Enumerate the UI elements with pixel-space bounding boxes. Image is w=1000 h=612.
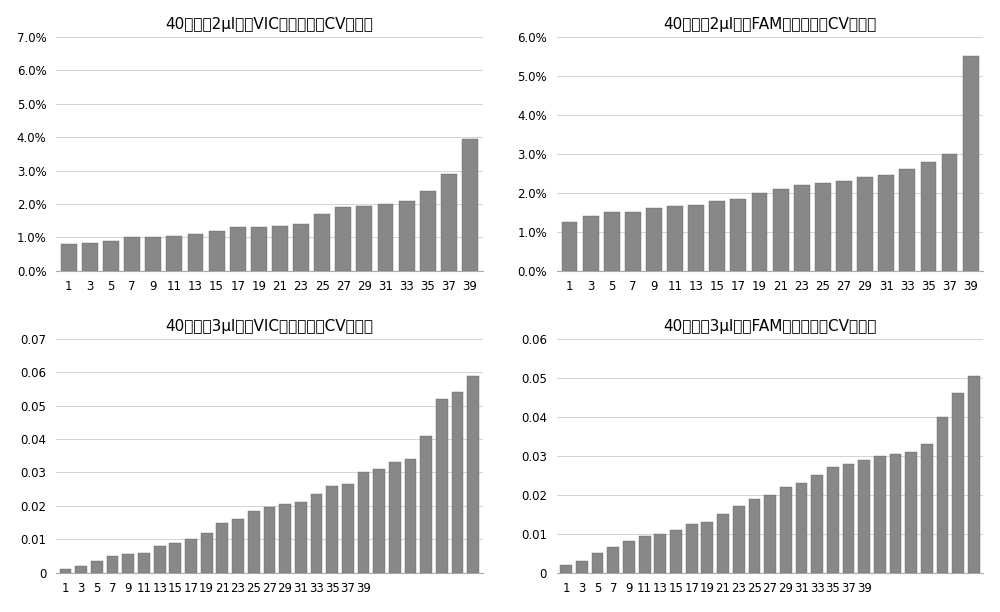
Bar [201, 532, 213, 573]
Bar [905, 452, 917, 573]
Title: 40个样本2μl体系VIC检测批次间CV値分布: 40个样本2μl体系VIC检测批次间CV値分布 [165, 17, 373, 32]
Bar [166, 236, 182, 271]
Bar [232, 519, 244, 573]
Bar [209, 231, 225, 271]
Title: 40个样本2μl体系FAM检测批次间CV値分布: 40个样本2μl体系FAM检测批次间CV値分布 [663, 17, 877, 32]
Bar [169, 543, 181, 573]
Bar [378, 204, 393, 271]
Bar [646, 209, 662, 271]
Bar [794, 185, 810, 271]
Bar [625, 212, 641, 271]
Bar [462, 139, 478, 271]
Bar [399, 201, 415, 271]
Bar [467, 376, 479, 573]
Bar [780, 487, 792, 573]
Bar [230, 228, 246, 271]
Bar [878, 175, 894, 271]
Bar [216, 523, 228, 573]
Bar [654, 534, 666, 573]
Bar [82, 244, 98, 271]
Bar [688, 204, 704, 271]
Bar [576, 561, 588, 573]
Bar [921, 162, 936, 271]
Bar [560, 565, 572, 573]
Bar [836, 181, 852, 271]
Bar [107, 556, 118, 573]
Bar [843, 463, 854, 573]
Bar [356, 206, 372, 271]
Bar [701, 522, 713, 573]
Bar [124, 237, 140, 271]
Bar [279, 504, 291, 573]
Bar [145, 237, 161, 271]
Bar [122, 554, 134, 573]
Bar [858, 460, 870, 573]
Bar [562, 222, 577, 271]
Bar [890, 453, 901, 573]
Bar [752, 193, 767, 271]
Bar [639, 536, 651, 573]
Bar [420, 436, 432, 573]
Bar [592, 553, 603, 573]
Bar [272, 226, 288, 271]
Bar [733, 506, 745, 573]
Bar [899, 170, 915, 271]
Bar [264, 507, 275, 573]
Bar [937, 417, 948, 573]
Bar [441, 174, 457, 271]
Bar [623, 542, 635, 573]
Bar [335, 207, 351, 271]
Bar [827, 468, 839, 573]
Bar [138, 553, 150, 573]
Bar [607, 547, 619, 573]
Bar [773, 189, 789, 271]
Bar [389, 463, 401, 573]
Bar [154, 546, 166, 573]
Bar [103, 241, 119, 271]
Bar [61, 244, 77, 271]
Bar [583, 216, 599, 271]
Bar [295, 502, 307, 573]
Bar [248, 511, 260, 573]
Bar [342, 484, 354, 573]
Bar [405, 459, 416, 573]
Bar [91, 561, 103, 573]
Bar [604, 212, 620, 271]
Bar [185, 539, 197, 573]
Bar [717, 514, 729, 573]
Bar [420, 190, 436, 271]
Bar [811, 475, 823, 573]
Bar [311, 494, 322, 573]
Bar [75, 566, 87, 573]
Bar [436, 399, 448, 573]
Bar [60, 569, 71, 573]
Bar [452, 392, 463, 573]
Bar [251, 228, 267, 271]
Bar [373, 469, 385, 573]
Bar [686, 524, 698, 573]
Bar [188, 234, 203, 271]
Bar [815, 183, 831, 271]
Bar [709, 201, 725, 271]
Bar [968, 376, 980, 573]
Bar [326, 486, 338, 573]
Bar [963, 56, 979, 271]
Bar [358, 472, 369, 573]
Bar [952, 394, 964, 573]
Bar [796, 483, 807, 573]
Bar [764, 494, 776, 573]
Bar [942, 154, 957, 271]
Bar [667, 206, 683, 271]
Bar [314, 214, 330, 271]
Title: 40个样本3μl体系VIC检测批次间CV値分布: 40个样本3μl体系VIC检测批次间CV値分布 [165, 318, 373, 334]
Bar [293, 224, 309, 271]
Title: 40个样本3μl体系FAM检测批次间CV値分布: 40个样本3μl体系FAM检测批次间CV値分布 [663, 318, 877, 334]
Bar [670, 530, 682, 573]
Bar [921, 444, 933, 573]
Bar [730, 199, 746, 271]
Bar [874, 456, 886, 573]
Bar [857, 177, 873, 271]
Bar [749, 499, 760, 573]
